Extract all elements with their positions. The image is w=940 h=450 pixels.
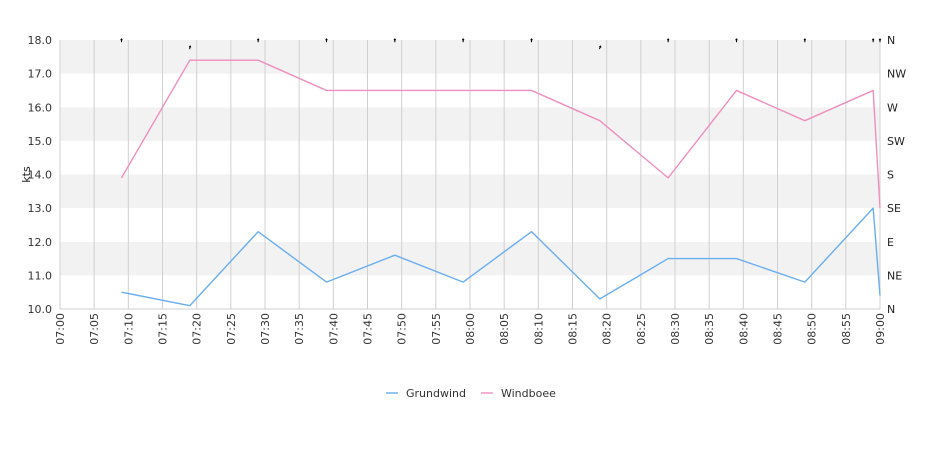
x-tick-label: 08:00 (464, 313, 477, 345)
legend: Grundwind Windboee (386, 387, 556, 400)
x-axis-ticks: 07:00 07:05 07:10 07:15 07:20 07:25 07:30 07:35… (54, 313, 887, 345)
x-tick-label: 08:25 (635, 313, 648, 345)
legend-label: Windboee (501, 387, 556, 400)
x-tick-label: 07:45 (362, 313, 375, 345)
y-tick-label: 10.0 (28, 303, 53, 316)
y-tick-label: 12.0 (28, 236, 53, 249)
direction-marker (598, 45, 602, 50)
x-tick-label: 08:45 (772, 313, 785, 345)
x-tick-label: 09:00 (874, 313, 887, 345)
direction-marker (256, 38, 260, 43)
x-tick-label: 08:15 (567, 313, 580, 345)
x-tick-label: 07:05 (88, 313, 101, 345)
x-tick-label: 08:55 (840, 313, 853, 345)
x-tick-label: 07:50 (396, 313, 409, 345)
y-tick-label: 18.0 (28, 34, 53, 47)
x-tick-label: 07:10 (122, 313, 135, 345)
direction-markers (120, 38, 882, 50)
y-tick-label: 17.0 (28, 68, 53, 81)
legend-label: Grundwind (406, 387, 466, 400)
direction-tick-label: S (887, 169, 894, 182)
x-tick-label: 08:20 (601, 313, 614, 345)
x-tick-label: 08:35 (703, 313, 716, 345)
direction-tick-label: NE (887, 269, 902, 282)
x-tick-label: 07:30 (259, 313, 272, 345)
direction-tick-label: N (887, 303, 895, 316)
direction-tick-label: SE (887, 202, 901, 215)
x-tick-label: 07:15 (157, 313, 170, 345)
x-tick-label: 07:00 (54, 313, 67, 345)
direction-marker (803, 38, 807, 43)
grid-lines (59, 40, 881, 310)
series-line-grundwind (121, 207, 881, 307)
y-tick-label: 16.0 (28, 101, 53, 114)
x-tick-label: 07:55 (430, 313, 443, 345)
x-tick-label: 08:05 (498, 313, 511, 345)
x-tick-label: 08:40 (737, 313, 750, 345)
y-tick-label: 13.0 (28, 202, 53, 215)
direction-marker (666, 38, 670, 43)
direction-marker (325, 38, 328, 43)
x-tick-label: 07:20 (191, 313, 204, 345)
direction-tick-label: W (887, 101, 898, 114)
x-tick-label: 08:30 (669, 313, 682, 345)
series-line-windboee (120, 59, 881, 209)
x-tick-label: 07:35 (293, 313, 306, 345)
x-tick-label: 07:40 (327, 313, 340, 345)
direction-marker (735, 38, 738, 43)
x-tick-label: 07:25 (225, 313, 238, 345)
direction-marker (461, 38, 465, 43)
x-tick-label: 08:50 (806, 313, 819, 345)
direction-marker (393, 38, 397, 43)
direction-marker (871, 38, 875, 43)
y-tick-label: 11.0 (28, 269, 53, 282)
direction-marker (878, 38, 882, 43)
y-axis-ticks: 10.0 11.0 12.0 13.0 14.0 15.0 16.0 17.0 18.0 (28, 34, 53, 316)
y-axis-label: kts (20, 166, 33, 183)
series-lines (120, 59, 881, 307)
direction-tick-label: SW (887, 135, 905, 148)
direction-axis-ticks: N NE E SE S SW W NW N (887, 34, 906, 316)
direction-marker (530, 38, 533, 43)
direction-marker (188, 45, 192, 50)
direction-tick-label: E (887, 236, 894, 249)
direction-tick-label: N (887, 34, 895, 47)
direction-marker (120, 38, 123, 43)
x-tick-label: 08:10 (532, 313, 545, 345)
y-tick-label: 15.0 (28, 135, 53, 148)
direction-tick-label: NW (887, 68, 906, 81)
y-tick-label: 14.0 (28, 169, 53, 182)
